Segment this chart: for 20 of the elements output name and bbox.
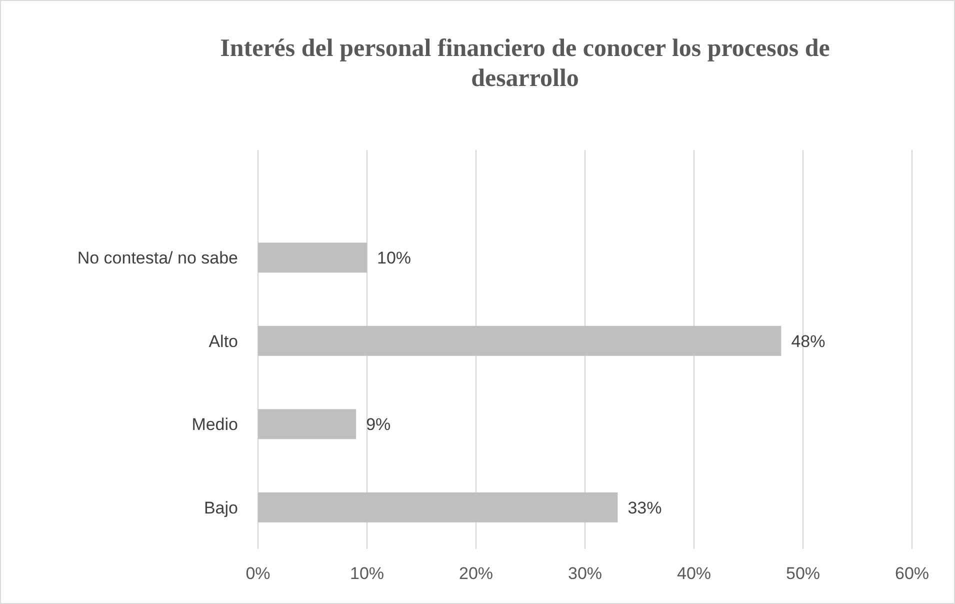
bar xyxy=(258,492,618,522)
x-tick-label: 30% xyxy=(568,564,602,583)
x-tick-label: 10% xyxy=(350,564,384,583)
x-tick-label: 50% xyxy=(786,564,820,583)
bar xyxy=(258,326,782,356)
bar xyxy=(258,242,367,273)
x-tick-label: 40% xyxy=(676,564,712,583)
x-tick-label: 60% xyxy=(894,564,930,583)
x-tick-label: 0% xyxy=(246,564,270,583)
y-tick-label: Bajo xyxy=(204,498,238,518)
x-tick-label: 20% xyxy=(458,564,494,583)
data-label: 33% xyxy=(628,498,662,518)
y-tick-label: No contesta/ no sabe xyxy=(77,248,238,268)
chart-title: Interés del personal financiero de conocer los procesos de desarrollo xyxy=(220,35,830,92)
y-tick-label: Medio xyxy=(192,415,238,434)
data-label: 10% xyxy=(377,248,412,268)
data-label: 9% xyxy=(366,415,391,434)
bar xyxy=(258,409,356,440)
y-tick-label: Alto xyxy=(208,332,238,351)
data-label: 48% xyxy=(791,332,826,351)
